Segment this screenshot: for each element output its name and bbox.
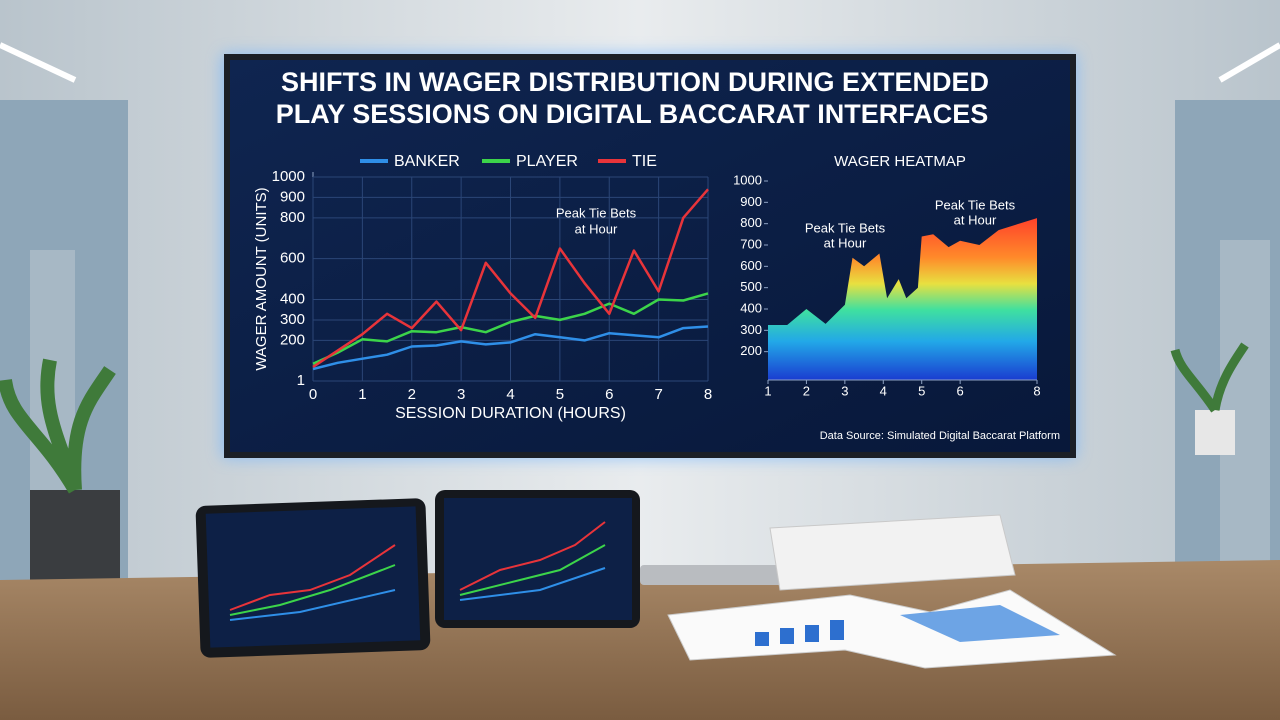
x-tick-label: 6 <box>605 386 613 403</box>
annotation: Peak Tie Bets <box>935 197 1016 212</box>
legend-label: PLAYER <box>516 153 578 170</box>
plant <box>0 358 116 494</box>
y-tick-label: 900 <box>740 194 762 209</box>
tablet-decor <box>229 544 396 611</box>
y-axis-label: WAGER AMOUNT (UNITS) <box>253 187 270 370</box>
y-tick-label: 200 <box>280 331 305 348</box>
legend-label: BANKER <box>394 153 460 170</box>
tablet-screen <box>205 506 421 648</box>
x-tick-label: 1 <box>764 383 771 398</box>
y-tick-label: 1000 <box>272 168 305 185</box>
report-decor <box>805 625 819 642</box>
y-tick-label: 400 <box>280 290 305 307</box>
heatmap-chart: WAGER HEATMAP 200 300 400 500 600 700 800 900 100… <box>733 153 1041 398</box>
report-decor <box>830 620 844 640</box>
tablet-decor <box>459 521 606 591</box>
tablet-decor <box>459 544 606 596</box>
legend-label: TIE <box>632 153 657 170</box>
y-tick-label: 1000 <box>733 172 762 187</box>
plant-pot <box>30 490 120 590</box>
x-tick-label: 5 <box>918 383 925 398</box>
chart-title: WAGER HEATMAP <box>834 153 966 170</box>
y-tick-label: 500 <box>740 279 762 294</box>
tablet-decor <box>229 564 396 616</box>
x-tick-label: 1 <box>358 386 366 403</box>
annotation: at Hour <box>824 235 867 250</box>
x-axis-label: SESSION DURATION (HOURS) <box>395 405 626 422</box>
tablet-screen <box>444 498 632 620</box>
y-tick-label: 1 <box>297 372 305 389</box>
y-tick-label: 200 <box>740 343 762 358</box>
x-tick-label: 4 <box>506 386 514 403</box>
tablet-decor <box>459 567 606 601</box>
y-tick-label: 700 <box>740 236 762 251</box>
x-tick-label: 3 <box>457 386 465 403</box>
x-tick-label: 4 <box>880 383 887 398</box>
y-tick-label: 400 <box>740 300 762 315</box>
laptop <box>640 565 800 585</box>
y-tick-label: 300 <box>280 311 305 328</box>
paper-stack <box>769 514 1016 591</box>
x-tick-label: 0 <box>309 386 317 403</box>
x-tick-label: 8 <box>1033 383 1040 398</box>
report-decor <box>755 632 769 646</box>
x-tick-label: 2 <box>803 383 810 398</box>
report-decor <box>780 628 794 644</box>
y-tick-label: 600 <box>280 250 305 267</box>
screen-title: PLAY SESSIONS ON DIGITAL BACCARAT INTERF… <box>276 99 989 129</box>
x-tick-label: 3 <box>841 383 848 398</box>
heat-area <box>768 218 1037 380</box>
data-source: Data Source: Simulated Digital Baccarat … <box>820 430 1060 442</box>
tablet-decor <box>229 589 396 621</box>
screen-title: SHIFTS IN WAGER DISTRIBUTION DURING EXTE… <box>281 67 989 97</box>
y-tick-label: 900 <box>280 188 305 205</box>
ceiling-light <box>1218 42 1280 83</box>
x-tick-label: 8 <box>704 386 712 403</box>
annotation: Peak Tie Bets <box>556 205 637 220</box>
annotation: at Hour <box>954 212 997 227</box>
annotation: at Hour <box>575 221 618 236</box>
plant-pot <box>1195 410 1235 455</box>
series-line <box>312 292 709 365</box>
ceiling-light <box>0 42 77 83</box>
y-tick-label: 800 <box>280 209 305 226</box>
series-line <box>312 188 709 368</box>
x-tick-label: 7 <box>654 386 662 403</box>
x-tick-label: 2 <box>408 386 416 403</box>
y-tick-label: 800 <box>740 215 762 230</box>
x-tick-label: 6 <box>957 383 964 398</box>
y-tick-label: 300 <box>740 322 762 337</box>
report-decor <box>900 605 1060 642</box>
x-tick-label: 5 <box>556 386 564 403</box>
annotation: Peak Tie Bets <box>805 220 886 235</box>
series-line <box>312 325 709 371</box>
plant <box>1170 342 1249 413</box>
y-tick-label: 600 <box>740 258 762 273</box>
